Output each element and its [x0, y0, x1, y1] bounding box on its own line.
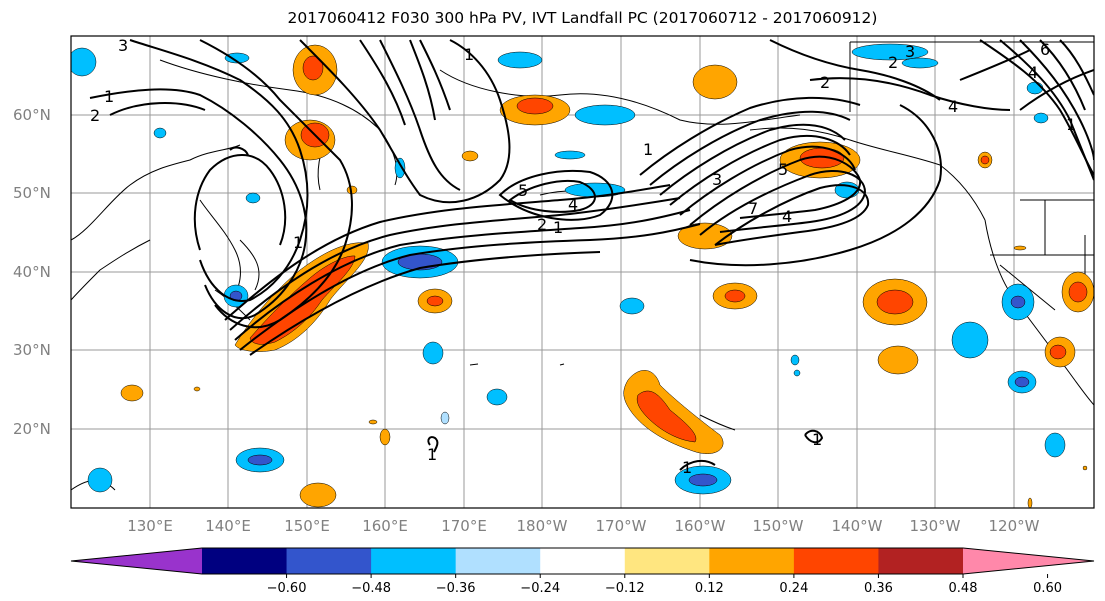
lon-label: 160°E: [362, 517, 408, 535]
contour-label: 1: [812, 430, 822, 449]
colorbar-tick-label: −0.60: [267, 581, 307, 596]
contour-label: 4: [948, 97, 958, 116]
pv-contours: [89, 39, 1094, 471]
lat-label-60n: 60°N: [13, 106, 51, 124]
borders: [849, 41, 1094, 311]
longitude-labels: 130°E 140°E 150°E 160°E 170°E 180°W 170°…: [127, 517, 1039, 535]
colorbar-segment: [202, 548, 288, 574]
map-frame: [70, 35, 1095, 509]
contour-label: 1: [104, 87, 114, 106]
contour-label: 1: [643, 140, 653, 159]
lat-label-40n: 40°N: [13, 263, 51, 281]
lon-label: 150°W: [753, 517, 804, 535]
lon-label: 130°E: [127, 517, 173, 535]
colorbar-tick-label: 0.60: [1033, 581, 1062, 596]
colorbar-tick-label: 0.12: [695, 581, 724, 596]
colorbar-tick-label: −0.36: [436, 581, 476, 596]
colorbar-segment: [624, 548, 710, 574]
colorbar: −0.60 −0.48 −0.36 −0.24 −0.12 0.12 0.24 0.36 0.4…: [70, 547, 1095, 596]
contour-label: 1: [464, 45, 474, 64]
negative-anomalies: [71, 43, 1066, 495]
lon-label: 120°W: [989, 517, 1040, 535]
latitude-labels: 60°N 50°N 40°N 30°N 20°N: [13, 106, 51, 438]
lat-label-30n: 30°N: [13, 341, 51, 359]
lon-label: 160°W: [675, 517, 726, 535]
contour-label: 2: [537, 215, 547, 234]
contour-label: 3: [118, 36, 128, 55]
colorbar-segment: [455, 548, 541, 574]
colorbar-tick-label: 0.48: [949, 581, 978, 596]
lon-label: 130°W: [910, 517, 961, 535]
contour-label: 1: [1066, 115, 1076, 134]
colorbar-segment: [371, 548, 457, 574]
colorbar-tick-label: −0.48: [351, 581, 391, 596]
contour-label: 2: [90, 106, 100, 125]
lon-label: 180°W: [517, 517, 568, 535]
colorbar-segment: [793, 548, 879, 574]
colorbar-segment: [286, 548, 372, 574]
contour-label: 3: [905, 42, 915, 61]
contour-label: 5: [778, 160, 788, 179]
lon-label: 140°E: [205, 517, 251, 535]
lat-label-50n: 50°N: [13, 184, 51, 202]
lon-label: 140°W: [832, 517, 883, 535]
contour-label: 4: [782, 207, 792, 226]
contour-label: 4: [568, 195, 578, 214]
contour-label: 3: [712, 170, 722, 189]
contour-label: 2: [820, 73, 830, 92]
contour-label: 1: [427, 445, 437, 464]
colorbar-tick-label: −0.12: [605, 581, 645, 596]
lat-label-20n: 20°N: [13, 420, 51, 438]
lon-label: 170°W: [596, 517, 647, 535]
colorbar-tick-label: −0.24: [520, 581, 560, 596]
colorbar-segment: [963, 548, 1094, 574]
colorbar-segment: [71, 548, 202, 574]
contour-label: 6: [1040, 40, 1050, 59]
contour-label: 1: [293, 233, 303, 252]
colorbar-segment: [709, 548, 795, 574]
colorbar-tick-label: 0.24: [779, 581, 808, 596]
contour-label: 1: [682, 458, 692, 477]
contour-label: 2: [888, 53, 898, 72]
contour-label: 4: [1028, 63, 1038, 82]
colorbar-segment: [878, 548, 964, 574]
contour-label: 5: [518, 181, 528, 200]
lon-label: 150°E: [284, 517, 330, 535]
colorbar-outline: [70, 547, 1095, 575]
map-title: 2017060412 F030 300 hPa PV, IVT Landfall…: [287, 9, 878, 27]
colorbar-segment: [540, 548, 626, 574]
lon-label: 170°E: [441, 517, 487, 535]
contour-label: 1: [553, 218, 563, 237]
contour-label: 7: [748, 199, 758, 218]
colorbar-tick-label: 0.36: [864, 581, 893, 596]
contour-labels: 3 1 2 1 1 2 1 5 4 2 1 3 5 7 4 4 3 2 4 6 …: [90, 36, 1076, 477]
